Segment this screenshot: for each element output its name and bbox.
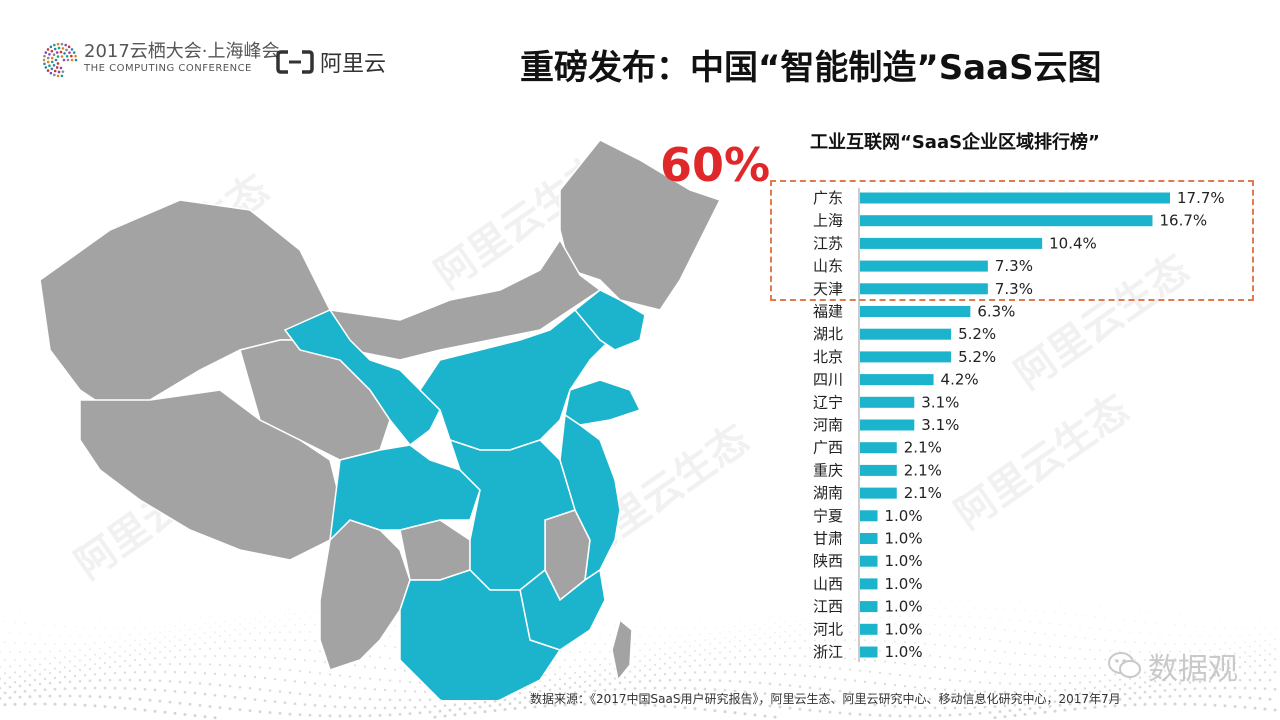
chart-bar xyxy=(860,623,878,635)
chart-category-label: 浙江 xyxy=(813,643,843,661)
brand-logo: 阿里云 xyxy=(276,46,386,78)
chart-value-label: 5.2% xyxy=(958,325,996,343)
chart-bar xyxy=(860,260,988,272)
chart-bar xyxy=(860,215,1153,227)
china-map xyxy=(39,139,722,700)
chart-bar xyxy=(860,237,1043,249)
chart-bar xyxy=(860,533,878,544)
conference-name: 2017云栖大会·上海峰会 THE COMPUTING CONFERENCE xyxy=(84,42,280,76)
chart-category-label: 广东 xyxy=(813,189,843,207)
chart-category-label: 河北 xyxy=(813,620,843,638)
chart-bar xyxy=(860,464,897,476)
chart-value-label: 3.1% xyxy=(921,416,959,434)
chart-value-label: 1.0% xyxy=(885,530,923,548)
chart-bar xyxy=(860,283,988,295)
top-five-highlight-box xyxy=(770,180,1254,301)
chart-value-label: 7.3% xyxy=(995,257,1033,275)
conference-subtitle: THE COMPUTING CONFERENCE xyxy=(84,63,252,74)
chart-value-label: 1.0% xyxy=(885,598,923,616)
chart-value-label: 2.1% xyxy=(904,461,942,479)
chart-value-label: 2.1% xyxy=(904,484,942,502)
wechat-icon xyxy=(1108,652,1141,678)
map-region-sichuan xyxy=(328,444,481,543)
chart-title: 工业互联网“SaaS企业区域排行榜” xyxy=(810,132,1100,153)
map-region-south-china xyxy=(399,569,562,700)
chart-bar xyxy=(860,328,952,340)
chart-bar xyxy=(860,555,878,567)
top-five-share-callout: 60% xyxy=(660,138,771,192)
chart-category-label: 湖南 xyxy=(813,484,843,502)
chart-bar xyxy=(860,192,1170,204)
chart-bar xyxy=(860,419,915,431)
watermark-text: 数据观 xyxy=(1148,652,1238,687)
chart-value-label: 1.0% xyxy=(885,575,923,593)
chart-bar xyxy=(860,396,915,408)
map-region-guizhou xyxy=(399,519,471,581)
chart-value-label: 5.2% xyxy=(958,348,996,366)
map-region-gansu xyxy=(283,309,441,447)
chart-value-label: 1.0% xyxy=(885,507,923,525)
chart-bar xyxy=(860,510,878,522)
chart-value-label: 1.0% xyxy=(885,552,923,570)
map-base-region xyxy=(39,139,722,682)
chart-category-label: 山西 xyxy=(813,575,843,593)
chart-value-label: 17.7% xyxy=(1177,189,1225,207)
chart-bar xyxy=(860,351,952,363)
map-region-liaoning xyxy=(573,289,646,351)
chart-category-label: 宁夏 xyxy=(813,507,843,525)
map-region-shandong xyxy=(564,379,642,426)
chart-category-label: 湖北 xyxy=(813,325,843,343)
aliyun-bracket-icon xyxy=(276,50,314,74)
chart-category-label: 四川 xyxy=(813,371,843,389)
chart-category-label: 福建 xyxy=(813,303,843,321)
map-region-taiwan xyxy=(611,618,633,682)
chart-category-label: 重庆 xyxy=(813,461,843,479)
chart-value-label: 6.3% xyxy=(977,303,1015,321)
chart-bar xyxy=(860,578,878,590)
chart-category-label: 天津 xyxy=(813,280,843,298)
chart-value-label: 7.3% xyxy=(995,280,1033,298)
brand-name: 阿里云 xyxy=(320,52,387,77)
map-highlight-region xyxy=(283,289,646,700)
map-region-inner-mongolia xyxy=(319,238,602,361)
chart-bar xyxy=(860,374,934,386)
chart-bar xyxy=(860,487,897,499)
slide-header: 2017云栖大会·上海峰会 THE COMPUTING CONFERENCE 阿… xyxy=(0,0,1280,110)
chart-category-label: 甘肃 xyxy=(813,530,843,548)
chart-bar xyxy=(860,442,897,454)
chart-value-label: 1.0% xyxy=(885,643,923,661)
chart-category-label: 山东 xyxy=(813,257,843,275)
wechat-watermark: 数据观 xyxy=(1108,644,1238,688)
conference-logo-icon xyxy=(42,42,78,78)
page-title: 重磅发布：中国“智能制造”SaaS云图 xyxy=(520,48,1102,88)
chart-category-label: 辽宁 xyxy=(813,393,843,411)
chart-value-label: 2.1% xyxy=(904,439,942,457)
chart-value-label: 1.0% xyxy=(885,620,923,638)
region-bar-chart: 广东 17.7% 上海 16.7% 江苏 10.4% 山东 7.3% 天津 7.3% 福建 6.3% 湖… xyxy=(813,188,1225,662)
chart-category-label: 北京 xyxy=(813,348,843,366)
chart-value-label: 4.2% xyxy=(941,371,979,389)
chart-bar xyxy=(860,306,971,317)
map-region-east-coast xyxy=(559,413,621,582)
chart-category-label: 陕西 xyxy=(813,552,843,570)
chart-value-label: 16.7% xyxy=(1159,212,1207,230)
chart-value-label: 3.1% xyxy=(921,393,959,411)
chart-category-label: 上海 xyxy=(813,212,843,230)
chart-bar xyxy=(860,646,878,658)
data-source-note: 数据来源：《2017中国SaaS用户研究报告》，阿里云生态、阿里云研究中心、移动… xyxy=(530,692,1121,706)
chart-category-label: 江苏 xyxy=(813,234,843,252)
chart-category-label: 河南 xyxy=(813,416,843,434)
chart-bar xyxy=(860,601,878,613)
conference-title: 2017云栖大会·上海峰会 xyxy=(84,41,280,62)
chart-value-label: 10.4% xyxy=(1049,234,1097,252)
map-region-yunnan xyxy=(319,519,411,671)
chart-category-label: 江西 xyxy=(813,598,843,616)
chart-category-label: 广西 xyxy=(813,439,843,457)
